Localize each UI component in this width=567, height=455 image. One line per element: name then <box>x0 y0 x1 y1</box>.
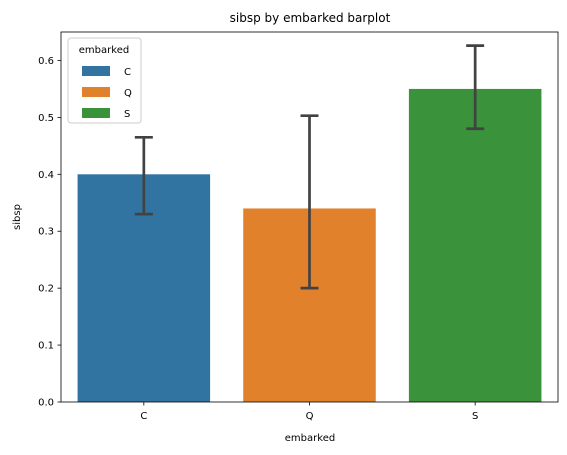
y-tick-label: 0.0 <box>38 398 54 409</box>
legend-swatch-q <box>82 87 110 97</box>
error-bars-group <box>134 44 485 290</box>
bar-s <box>408 88 542 402</box>
x-axis-label: embarked <box>285 433 335 444</box>
chart-title: sibsp by embarked barplot <box>230 11 391 25</box>
bars-group <box>77 88 542 402</box>
y-tick-label: 0.5 <box>38 113 54 124</box>
legend-frame <box>67 37 142 124</box>
legend-swatch-c <box>82 66 110 76</box>
y-tick-label: 0.1 <box>38 341 54 352</box>
legend-label-c: C <box>124 67 131 78</box>
legend: embarked CQS <box>67 37 142 124</box>
y-tick-label: 0.4 <box>38 170 54 181</box>
y-tick-label: 0.6 <box>38 56 54 67</box>
y-axis-label: sibsp <box>12 204 23 230</box>
x-tick-label-c: C <box>140 411 147 422</box>
y-axis: 0.0 0.1 0.2 0.3 0.4 0.5 0.6 <box>38 56 61 409</box>
legend-swatch-s <box>82 108 110 118</box>
y-tick-label: 0.2 <box>38 284 54 295</box>
y-tick-label: 0.3 <box>38 227 54 238</box>
legend-title: embarked <box>79 45 129 56</box>
legend-label-s: S <box>124 109 130 120</box>
x-tick-label-s: S <box>472 411 478 422</box>
x-tick-label-q: Q <box>306 411 314 422</box>
legend-entries: CQS <box>82 66 132 120</box>
legend-label-q: Q <box>124 88 132 99</box>
